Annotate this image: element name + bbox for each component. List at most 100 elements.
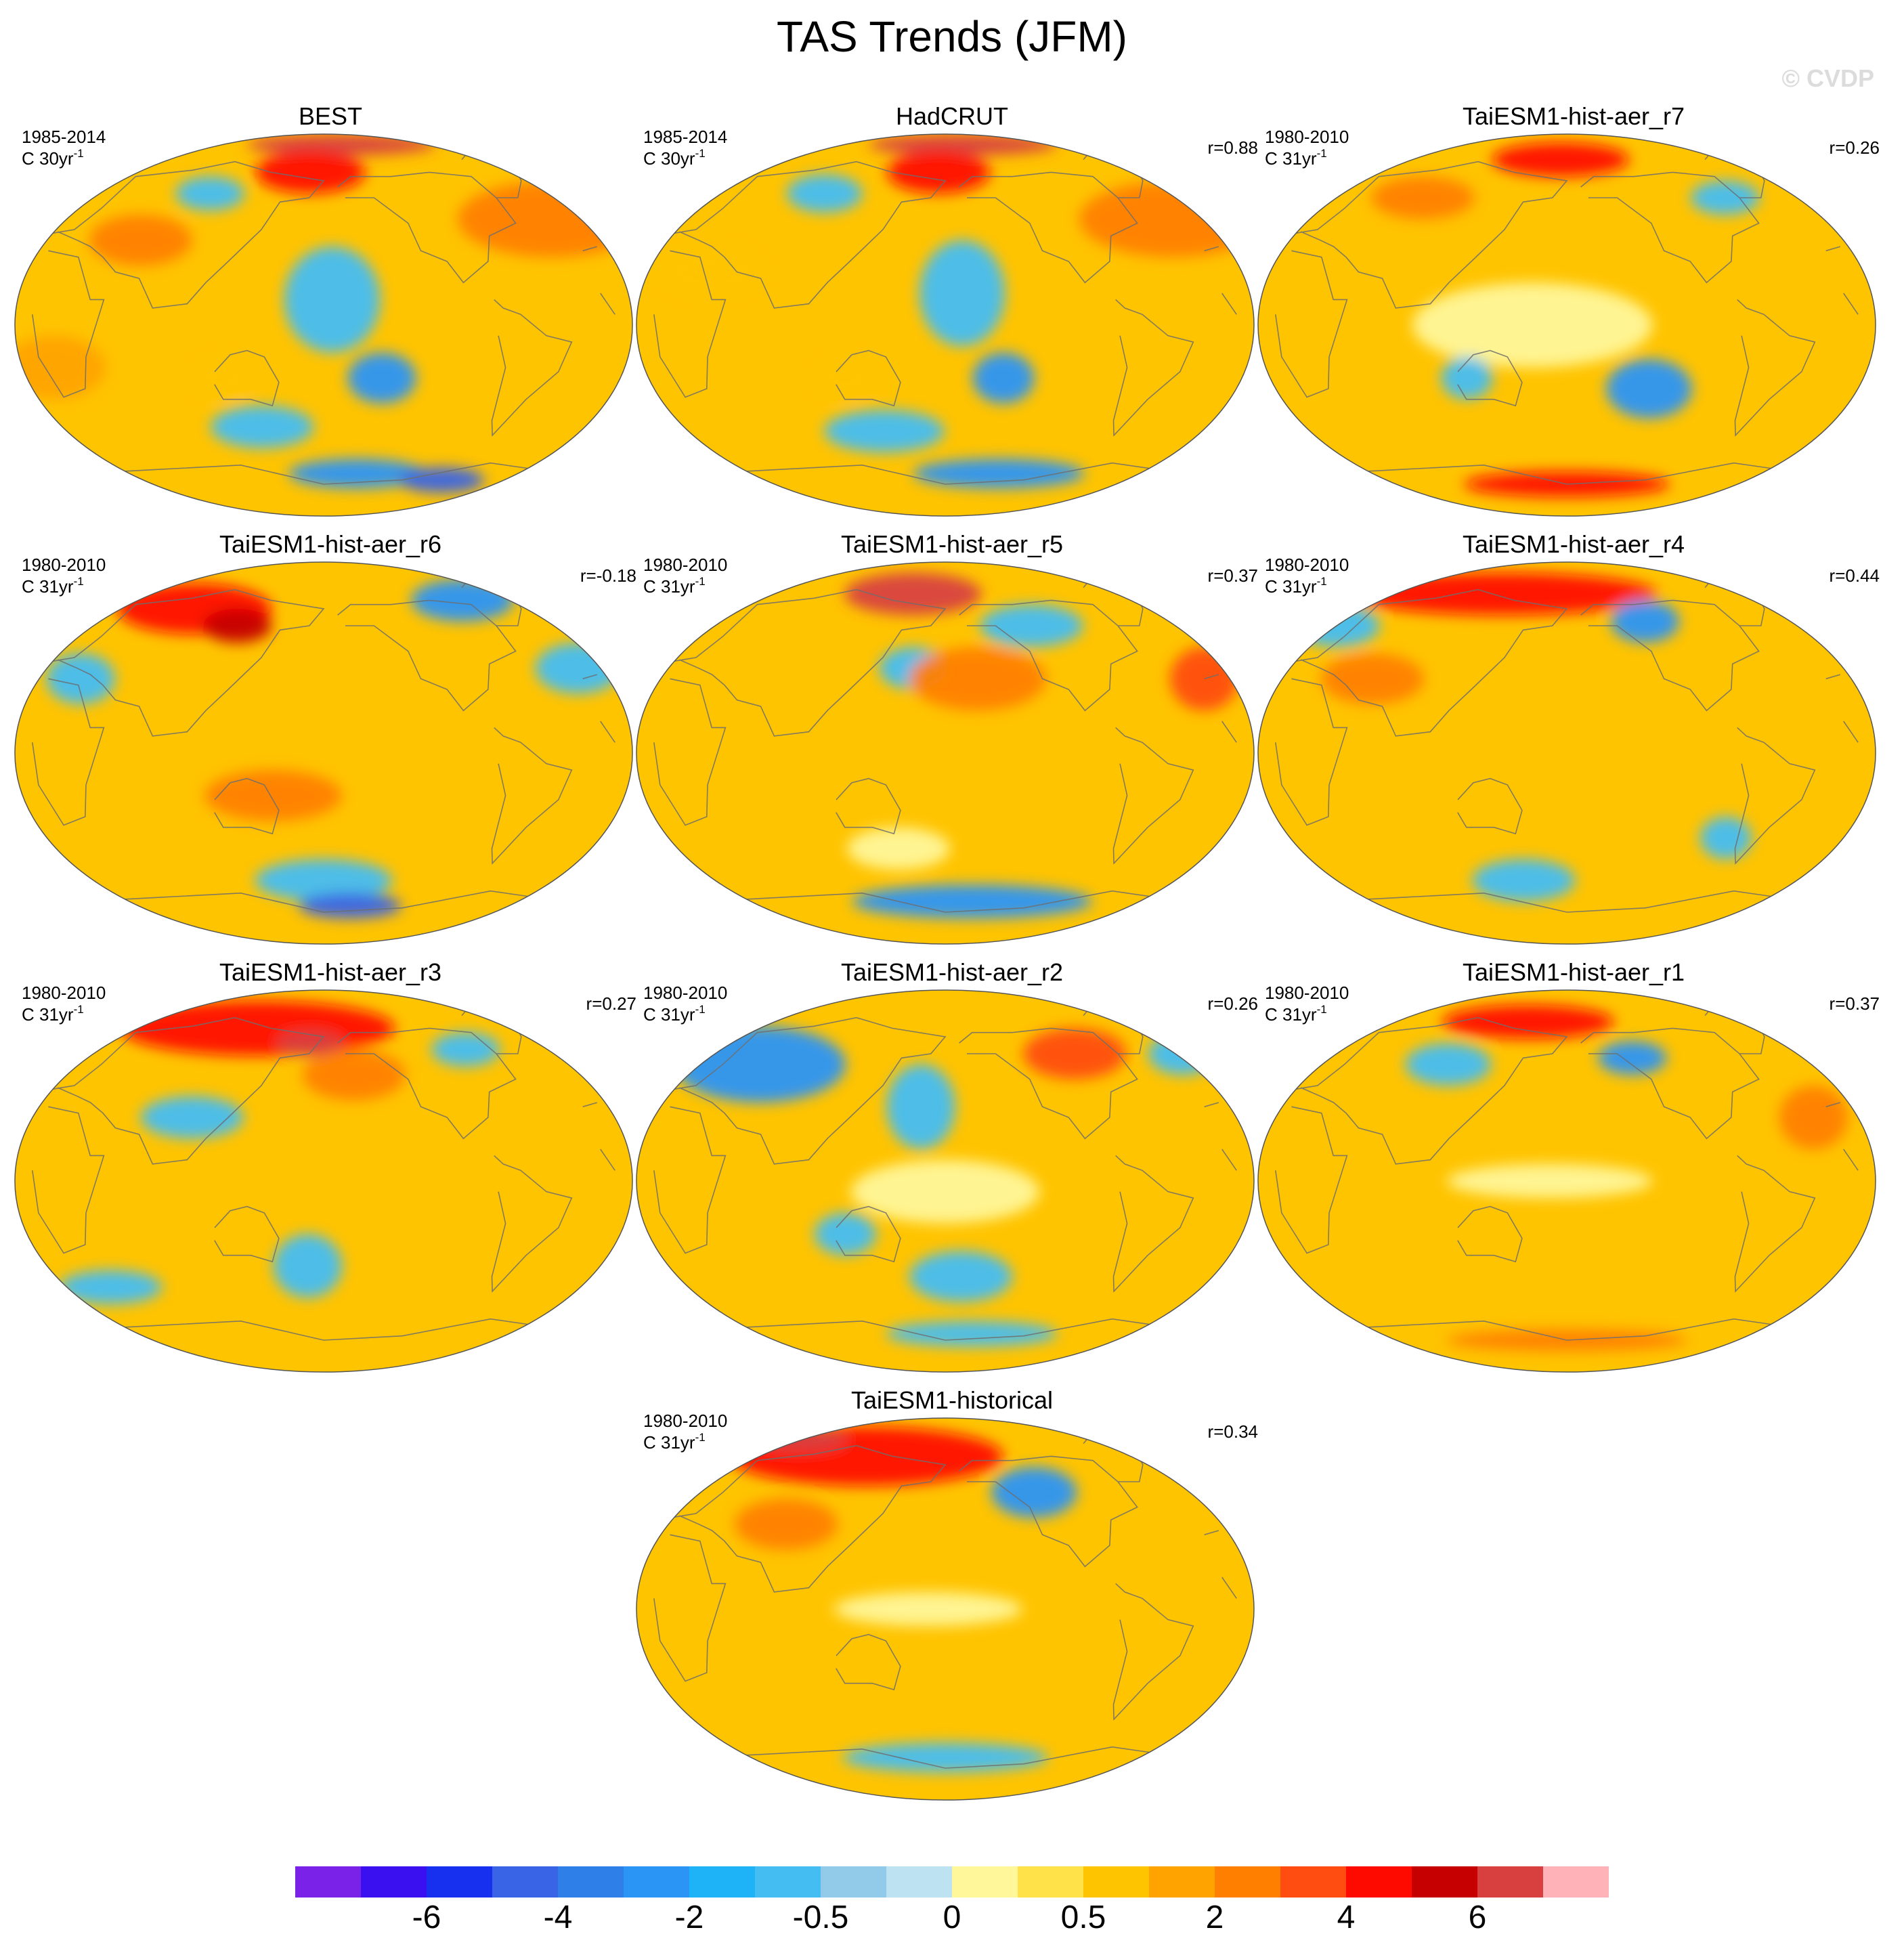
colorbar-tick-label: 6 — [1468, 1900, 1487, 1935]
anomaly-region — [1606, 359, 1692, 419]
anomaly-region — [1472, 859, 1576, 902]
map-panel-r7: TaiESM1-hist-aer_r7 1980-2010 C 31yr-1 r=0.… — [1255, 102, 1892, 521]
panel-title: TaiESM1-hist-aer_r6 — [219, 530, 442, 558]
anomaly-region — [660, 246, 764, 298]
coastline — [1734, 299, 1816, 437]
anomaly-region — [1170, 647, 1239, 711]
anomaly-region — [1779, 1086, 1848, 1149]
anomaly-region — [347, 352, 416, 404]
panel-units-exponent: -1 — [73, 575, 84, 588]
coastline — [959, 171, 1138, 284]
colorbar-box — [1083, 1866, 1149, 1898]
coastline — [1275, 1102, 1859, 1254]
coastline — [836, 1633, 901, 1691]
panel-title: TaiESM1-historical — [850, 1386, 1054, 1414]
map-r5 — [636, 561, 1255, 945]
anomaly-region — [1441, 357, 1493, 400]
colorbar-tick-label: -6 — [412, 1900, 441, 1935]
colorbar-tick-label: 0 — [943, 1900, 961, 1935]
anomaly-region — [1321, 653, 1424, 704]
panel-period: 1980-2010 — [1265, 555, 1349, 575]
coastline — [959, 1455, 1138, 1568]
anomaly-region — [745, 1426, 849, 1453]
map-r3 — [14, 989, 633, 1373]
anomaly-region — [991, 1467, 1077, 1518]
coastline — [1457, 777, 1523, 835]
anomaly-region — [175, 176, 244, 211]
map-panel-r4: TaiESM1-hist-aer_r4 1980-2010 C 31yr-1 r=0.… — [1255, 530, 1892, 949]
coastline — [1457, 349, 1523, 407]
panel-correlation: r=0.88 — [1207, 137, 1258, 158]
panel-units-exponent: -1 — [1316, 575, 1327, 588]
coastline — [1580, 171, 1760, 284]
panel-title: BEST — [298, 102, 363, 130]
panel-title: HadCRUT — [895, 102, 1009, 130]
panel-units-label: C 31yr — [643, 576, 695, 597]
map-best — [14, 133, 633, 517]
panel-period: 1980-2010 — [1265, 983, 1349, 1003]
coastline — [491, 727, 573, 865]
map-panel-best: BEST 1985-2014 C 30yr-1 — [12, 102, 649, 521]
colorbar-tick-label: 2 — [1205, 1900, 1224, 1935]
colorbar-tick-label: 4 — [1337, 1900, 1356, 1935]
map-hadcrut — [636, 133, 1255, 517]
colorbar-box — [755, 1866, 821, 1898]
anomaly-region — [868, 134, 1058, 156]
anomaly-region — [729, 1426, 1003, 1486]
panel-correlation: r=0.26 — [1207, 993, 1258, 1014]
colorbar-box — [427, 1866, 492, 1898]
coastline — [337, 171, 517, 284]
anomaly-region — [273, 1234, 343, 1298]
panel-units-label: C 31yr — [22, 576, 74, 597]
map-r6 — [14, 561, 633, 945]
panel-correlation: r=-0.18 — [580, 565, 636, 586]
colorbar-tick-label: 0.5 — [1060, 1900, 1106, 1935]
panel-correlation: r=0.37 — [1829, 993, 1880, 1014]
panel-period: 1980-2010 — [643, 555, 728, 575]
panel-period: 1980-2010 — [643, 983, 728, 1003]
panel-units-label: C 31yr — [643, 1004, 695, 1025]
colorbar-box — [1149, 1866, 1215, 1898]
map-panel-r6: TaiESM1-hist-aer_r6 1980-2010 C 31yr-1 r=-0… — [12, 530, 649, 949]
map-border — [1257, 133, 1876, 517]
panel-correlation: r=0.26 — [1829, 137, 1880, 158]
coastline — [1112, 1583, 1194, 1721]
panel-units-exponent: -1 — [73, 1003, 84, 1016]
coastline — [1580, 1027, 1760, 1140]
panel-units-label: C 31yr — [1265, 148, 1317, 169]
panel-period: 1985-2014 — [643, 127, 728, 147]
anomaly-region — [1442, 1004, 1614, 1039]
anomaly-region — [1700, 817, 1752, 859]
coastline — [32, 246, 615, 398]
anomaly-region — [1023, 1028, 1127, 1079]
anomaly-region — [814, 357, 876, 400]
panel-units-label: C 31yr — [22, 1004, 74, 1025]
panel-period: 1980-2010 — [643, 1411, 728, 1431]
coastline — [214, 777, 280, 835]
panel-units-exponent: -1 — [695, 1003, 706, 1016]
panel-units-label: C 31yr — [1265, 1004, 1317, 1025]
coastline — [959, 1027, 1138, 1140]
coastline — [1275, 674, 1859, 826]
colorbar-box — [1477, 1866, 1543, 1898]
anomaly-region — [59, 1270, 163, 1304]
coastline — [1275, 246, 1859, 398]
map-r1 — [1257, 989, 1876, 1373]
map-border — [1257, 561, 1876, 945]
anomaly-region — [399, 467, 485, 493]
anomaly-region — [246, 134, 436, 156]
anomaly-region — [211, 406, 314, 448]
coastline — [836, 349, 901, 407]
colorbar-tick-label: -4 — [543, 1900, 573, 1935]
watermark: © CVDP — [1781, 64, 1874, 92]
map-border — [636, 989, 1255, 1373]
coastline — [653, 674, 1237, 826]
map-panel-hadcrut: HadCRUT 1985-2014 C 30yr-1 r=0.88 — [634, 102, 1270, 521]
anomaly-region — [299, 893, 402, 919]
map-r4 — [1257, 561, 1876, 945]
panel-units: C 31yr-1 — [643, 1432, 706, 1453]
panel-title: TaiESM1-hist-aer_r7 — [1462, 102, 1685, 130]
colorbar-box — [952, 1866, 1018, 1898]
anomaly-region — [255, 859, 393, 902]
coastline — [337, 1027, 517, 1140]
